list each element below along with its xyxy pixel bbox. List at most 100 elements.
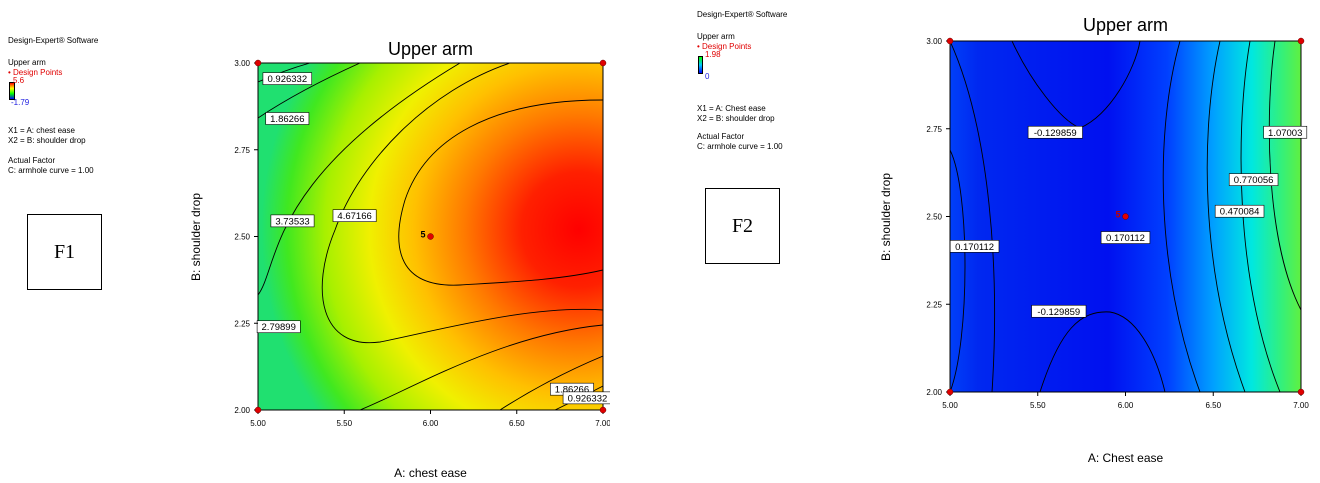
software-label: Design-Expert® Software [697,10,788,19]
design-point [254,59,262,67]
contour-label-box [1031,304,1087,318]
contour-label-box [562,391,610,405]
design-point [427,233,434,240]
legend-panel-2: Design-Expert® Software Upper arm • Desi… [697,10,867,152]
actual-factor-title: Actual Factor [697,132,745,141]
max-value-label: 5.6 [13,76,25,85]
response-label: Upper arm [8,58,46,67]
min-value-label: -1.79 [11,98,30,107]
x-axis-label: A: Chest ease [1087,451,1164,465]
y-tick-label: 2.50 [234,233,250,242]
color-scale-bar [698,56,703,74]
legend-panel-1: Design-Expert® Software Upper arm • Desi… [8,36,158,176]
contour-label-box [332,209,377,222]
y-tick-label: 2.25 [926,300,942,309]
contour-label-box [256,320,301,334]
x-tick-label: 7.00 [1293,401,1309,410]
contour-label: 4.67166 [337,211,371,222]
contour-label: 1.86266 [270,114,304,125]
x-tick-label: 6.00 [1118,401,1134,410]
design-points-label: • Design Points [8,68,63,77]
y-axis-label: B: shoulder drop [189,192,203,282]
y-tick-label: 2.50 [926,213,942,222]
contour-label-box [1027,125,1083,139]
contour-label-box [270,214,315,228]
y-tick-label: 2.75 [926,125,942,134]
x1-definition: X1 = A: Chest ease [697,104,766,113]
x-tick-label: 6.00 [423,419,439,428]
contour-line [258,63,361,119]
x-tick-label: 7.00 [595,419,610,428]
contour-label-box [1100,231,1151,244]
x-axis-label: A: chest ease [394,466,467,480]
design-point [946,388,954,396]
design-point [1297,37,1305,45]
max-value-label: 1.98 [705,50,721,59]
x-tick-label: 6.50 [509,419,525,428]
x-tick-label: 6.50 [1205,401,1221,410]
y-tick-label: 2.00 [926,388,942,397]
contour-label: -0.129859 [1037,307,1080,318]
design-point [599,59,607,67]
actual-factor-title: Actual Factor [8,156,56,165]
center-point-count: 5 [1115,210,1120,220]
y-tick-label: 2.25 [234,319,250,328]
contour-line [1039,311,1166,392]
x1-definition: X1 = A: chest ease [8,126,75,135]
color-scale-bar [9,82,15,100]
x2-definition: X2 = B: shoulder drop [8,136,86,145]
contour-line [321,63,603,344]
contour-label: -0.129859 [1034,128,1077,139]
figure-label-box: F1 [27,214,102,290]
contour-label: 0.170112 [955,242,994,253]
actual-factor-value: C: armhole curve = 1.00 [8,166,94,175]
design-point [254,406,262,414]
y-tick-label: 2.00 [234,406,250,415]
contour-label: 0.926332 [268,74,308,85]
contour-label: 0.170112 [1106,233,1145,244]
contour-label: 1.07003 [1268,128,1302,139]
design-point [1297,388,1305,396]
contour-line [1162,41,1201,392]
y-tick-label: 3.00 [926,37,942,46]
contour-line [950,41,995,392]
contour-label: 0.770056 [1234,175,1274,186]
contour-line [950,149,966,392]
response-label: Upper arm [697,32,735,41]
y-tick-label: 3.00 [234,59,250,68]
contour-label-box [1263,125,1308,139]
chart-title: Upper arm [1082,15,1169,35]
contour-label-box [262,72,313,85]
contour-line [398,99,603,286]
design-points-label: • Design Points [697,42,752,51]
design-point [599,406,607,414]
y-tick-label: 2.75 [234,146,250,155]
min-value-label: 0 [705,72,710,81]
contour-label: 0.470084 [1220,207,1260,218]
contour-label-box [265,112,310,125]
y-axis-label: B: shoulder drop [879,172,893,262]
center-point-count: 5 [420,230,425,240]
contour-label: 1.86266 [555,385,589,396]
contour-plot-2: -0.129859 1.07003 0.770056 0.470084 0.170112… [926,37,1309,410]
contour-label-box [1228,173,1279,186]
figure-label-box: F2 [705,188,780,264]
chart-title: Upper arm [387,39,474,59]
contour-label-box [1214,204,1265,218]
contour-line [258,63,311,83]
x-tick-label: 5.50 [336,419,352,428]
contour-line [1206,41,1246,392]
contour-label: 3.73533 [275,216,309,227]
software-label: Design-Expert® Software [8,36,99,45]
contour-line [499,355,603,410]
x-tick-label: 5.00 [250,419,266,428]
x-tick-label: 5.00 [942,401,958,410]
x2-definition: X2 = B: shoulder drop [697,114,775,123]
design-point [1122,213,1129,220]
x-tick-label: 5.50 [1030,401,1046,410]
contour-line [258,63,603,410]
actual-factor-value: C: armhole curve = 1.00 [697,142,783,151]
contour-label-box [949,240,1000,253]
contour-label: 0.926332 [568,393,608,404]
